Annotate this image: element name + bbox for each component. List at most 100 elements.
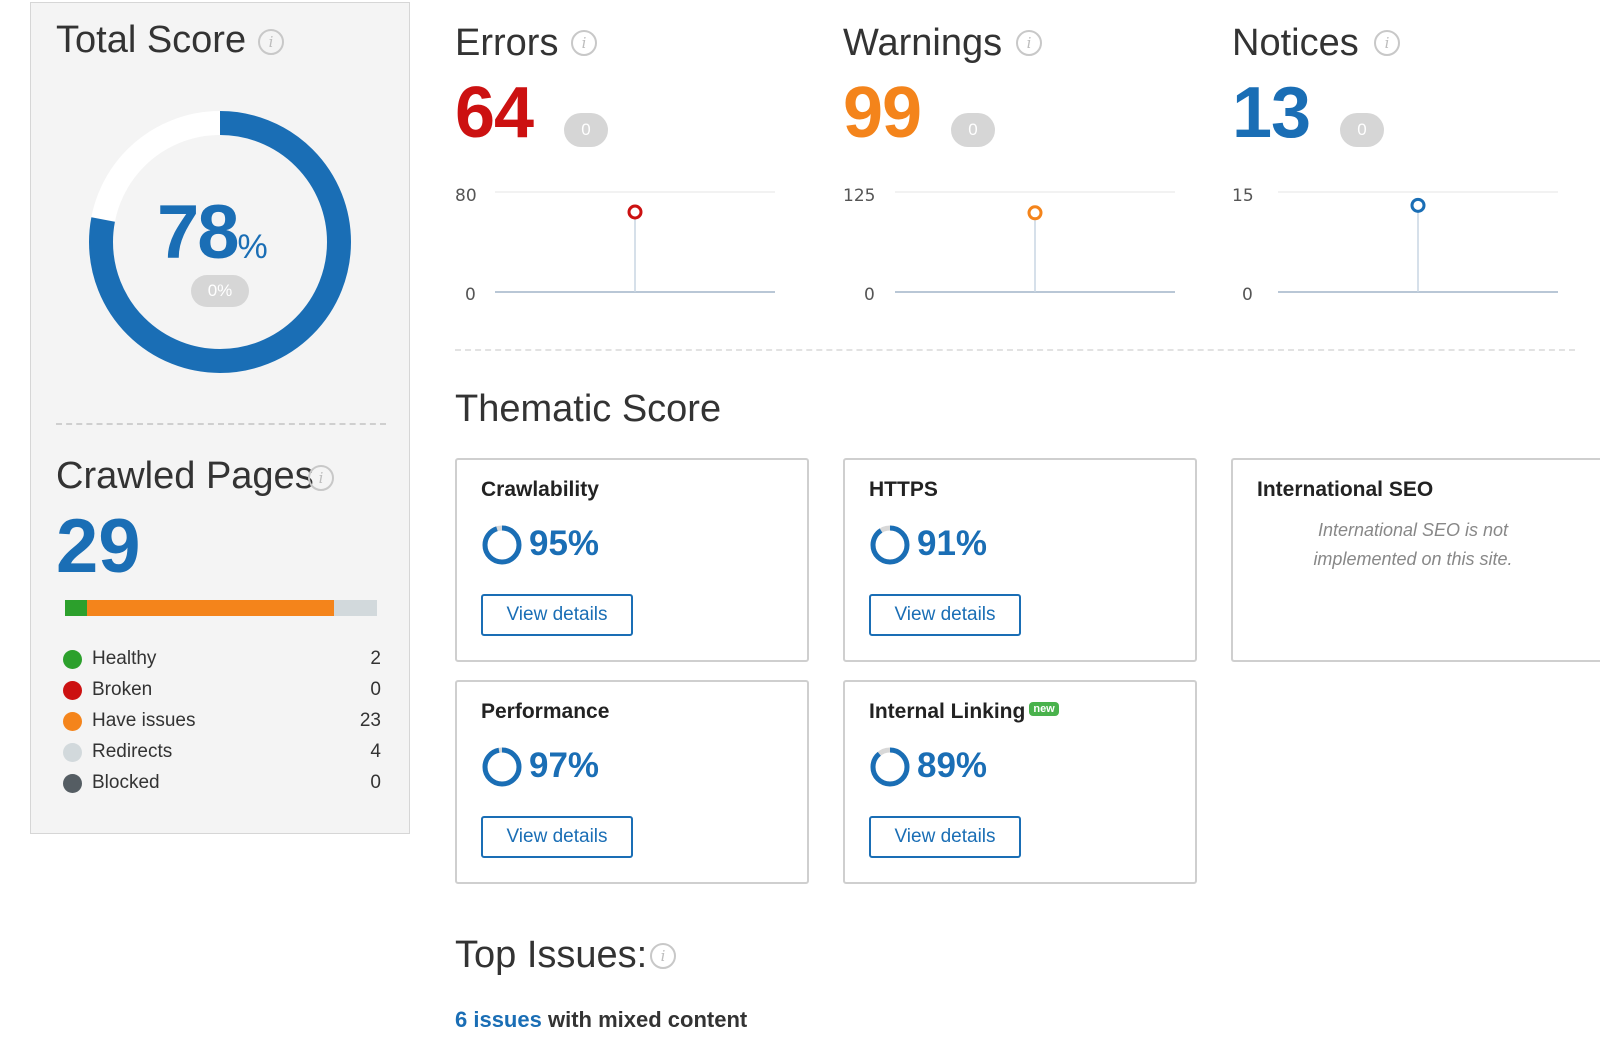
card-title: International SEO [1257, 478, 1434, 501]
issue-count-link[interactable]: 6 issues [455, 1007, 542, 1032]
ring-progress [482, 525, 522, 565]
legend-count: 0 [370, 772, 381, 793]
legend-row-healthy[interactable]: Healthy 2 [63, 647, 381, 675]
issues-dot-icon [63, 712, 82, 731]
legend-row-redirects[interactable]: Redirects 4 [63, 740, 381, 768]
thematic-card-https: HTTPS 91% View details [843, 458, 1197, 662]
warnings-count[interactable]: 99 [843, 73, 922, 153]
view-details-button[interactable]: View details [869, 594, 1021, 636]
legend-row-broken[interactable]: Broken 0 [63, 678, 381, 706]
card-percentage: 95% [529, 524, 600, 563]
info-icon[interactable]: i [1374, 30, 1400, 56]
progress-ring-icon [482, 747, 522, 787]
legend-row-issues[interactable]: Have issues 23 [63, 709, 381, 737]
total-score-donut [89, 111, 351, 373]
errors-title: Errors [455, 22, 559, 64]
warnings-y-min: 0 [864, 285, 875, 305]
warnings-y-max: 125 [843, 186, 876, 206]
info-icon[interactable]: i [258, 29, 284, 55]
divider [56, 423, 386, 425]
errors-y-max: 80 [455, 186, 477, 206]
thematic-card-international-seo: International SEO International SEO is n… [1231, 458, 1600, 662]
view-details-button[interactable]: View details [869, 816, 1021, 858]
warnings-delta-badge: 0 [951, 113, 995, 147]
crawled-pages-bar [65, 600, 377, 616]
data-point[interactable] [627, 204, 643, 220]
notices-widget: Notices i 13 0 15 0 [1232, 0, 1572, 320]
warnings-sparkline [895, 191, 1175, 293]
total-score-delta-badge: 0% [191, 275, 249, 307]
new-badge: new [1029, 702, 1059, 717]
view-details-button[interactable]: View details [481, 594, 633, 636]
card-title: Internal Linking new [869, 700, 1059, 724]
total-score-number: 78 [157, 190, 240, 275]
data-point[interactable] [1027, 205, 1043, 221]
bar-segment-healthy [65, 600, 87, 616]
crawled-pages-title: Crawled Pages [56, 455, 314, 497]
card-title: Performance [481, 700, 610, 723]
blocked-dot-icon [63, 774, 82, 793]
legend-label: Broken [92, 679, 153, 700]
top-issue-item: 6 issues with mixed content [455, 1007, 747, 1033]
top-issues-title: Top Issues: [455, 934, 648, 976]
legend-row-blocked[interactable]: Blocked 0 [63, 771, 381, 799]
ring-progress [870, 525, 910, 565]
card-title-text: Internal Linking [869, 700, 1026, 723]
broken-dot-icon [63, 681, 82, 700]
legend-count: 0 [370, 679, 381, 700]
notices-delta-badge: 0 [1340, 113, 1384, 147]
legend-count: 4 [370, 741, 381, 762]
warnings-widget: Warnings i 99 0 125 0 [843, 0, 1183, 320]
card-percentage: 91% [917, 524, 988, 563]
divider [455, 349, 1575, 351]
notices-sparkline [1278, 191, 1558, 293]
progress-ring-icon [482, 525, 522, 565]
card-percentage: 89% [917, 746, 988, 785]
total-score-unit: % [237, 228, 268, 266]
notices-count[interactable]: 13 [1232, 73, 1311, 153]
donut-score-arc [89, 111, 351, 373]
total-score-panel: Total Score i 78% 0% Crawled Pages i 29 … [30, 2, 410, 834]
card-note: International SEO is not implemented on … [1313, 520, 1513, 569]
info-icon[interactable]: i [308, 465, 334, 491]
legend-label: Have issues [92, 710, 196, 731]
notices-y-max: 15 [1232, 186, 1254, 206]
errors-count[interactable]: 64 [455, 73, 534, 153]
issue-description: with mixed content [547, 1007, 748, 1032]
bar-segment-issues [86, 600, 334, 616]
legend-count: 2 [370, 648, 381, 669]
card-percentage: 97% [529, 746, 600, 785]
notices-title: Notices [1232, 22, 1359, 64]
errors-y-min: 0 [465, 285, 476, 305]
errors-sparkline [495, 191, 775, 293]
card-title: HTTPS [869, 478, 938, 501]
crawled-pages-count[interactable]: 29 [56, 504, 141, 589]
errors-delta-badge: 0 [564, 113, 608, 147]
thematic-card-internal-linking: Internal Linking new 89% View details [843, 680, 1197, 884]
info-icon[interactable]: i [650, 943, 676, 969]
bar-segment-redirects [333, 600, 377, 616]
ring-progress [870, 747, 910, 787]
warnings-title: Warnings [843, 22, 1003, 64]
progress-ring-icon [870, 525, 910, 565]
healthy-dot-icon [63, 650, 82, 669]
legend-count: 23 [359, 710, 381, 731]
errors-widget: Errors i 64 0 80 0 [455, 0, 795, 320]
data-point[interactable] [1410, 197, 1426, 213]
thematic-card-crawlability: Crawlability 95% View details [455, 458, 809, 662]
progress-ring-icon [870, 747, 910, 787]
info-icon[interactable]: i [571, 30, 597, 56]
legend-label: Healthy [92, 648, 157, 669]
total-score-title: Total Score [56, 19, 247, 61]
total-score-value: 78% [157, 189, 297, 276]
view-details-button[interactable]: View details [481, 816, 633, 858]
card-title: Crawlability [481, 478, 599, 501]
notices-y-min: 0 [1242, 285, 1253, 305]
thematic-card-performance: Performance 97% View details [455, 680, 809, 884]
ring-progress [482, 747, 522, 787]
legend-label: Redirects [92, 741, 173, 762]
info-icon[interactable]: i [1016, 30, 1042, 56]
legend-label: Blocked [92, 772, 160, 793]
redirects-dot-icon [63, 743, 82, 762]
thematic-score-title: Thematic Score [455, 388, 722, 430]
